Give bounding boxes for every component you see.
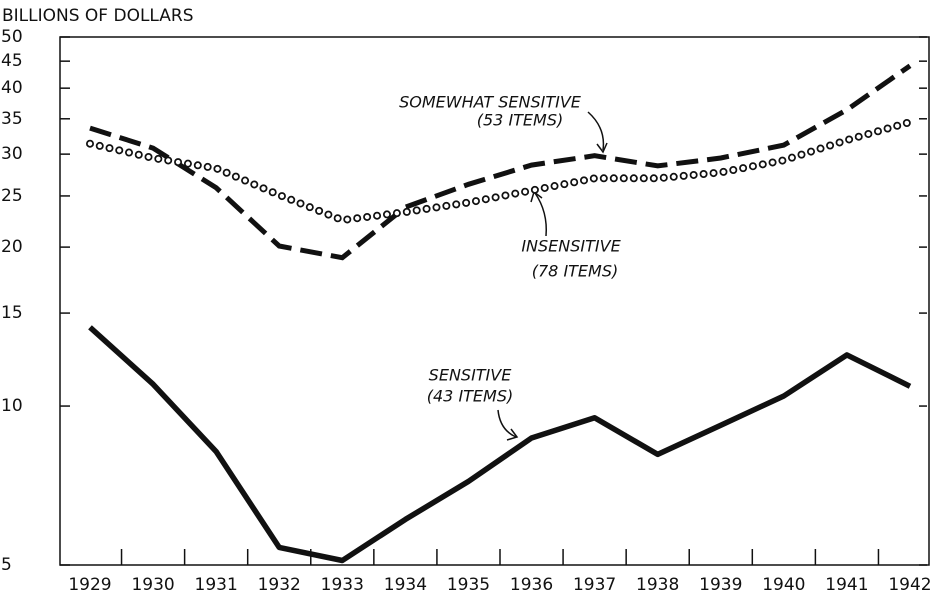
series-line bbox=[88, 325, 912, 564]
x-tick-label: 1936 bbox=[510, 575, 553, 595]
series-line bbox=[89, 63, 912, 261]
series-label: SOMEWHAT SENSITIVE bbox=[399, 93, 582, 112]
arrows bbox=[497, 111, 608, 441]
y-tick-label: 30 bbox=[1, 144, 23, 164]
y-tick-label: 15 bbox=[1, 303, 23, 323]
x-tick-label: 1935 bbox=[447, 575, 490, 595]
series-label: INSENSITIVE bbox=[521, 237, 621, 256]
plot-frame bbox=[59, 36, 930, 566]
x-tick-label: 1941 bbox=[825, 575, 868, 595]
x-tick-label: 1942 bbox=[888, 575, 931, 595]
arrow-head bbox=[596, 142, 608, 154]
y-tick-label: 5 bbox=[1, 555, 12, 575]
series-line bbox=[86, 118, 914, 225]
x-tick-label: 1929 bbox=[68, 575, 111, 595]
x-tick-label: 1940 bbox=[762, 575, 805, 595]
series-label: SENSITIVE bbox=[429, 366, 513, 385]
x-tick-label: 1931 bbox=[195, 575, 238, 595]
series-line bbox=[87, 119, 913, 223]
y-tick-label: 20 bbox=[1, 237, 23, 257]
x-tick-label: 1938 bbox=[636, 575, 679, 595]
y-tick-label: 45 bbox=[1, 51, 23, 71]
series-note: (78 ITEMS) bbox=[532, 262, 619, 281]
arrow bbox=[534, 192, 548, 237]
series-note: (43 ITEMS) bbox=[427, 387, 514, 406]
y-axis-label: BILLIONS OF DOLLARS bbox=[2, 6, 194, 26]
x-tick-label: 1937 bbox=[573, 575, 616, 595]
x-tick-label: 1933 bbox=[321, 575, 364, 595]
y-tick-label: 35 bbox=[1, 109, 23, 129]
y-tick-label: 10 bbox=[1, 396, 23, 416]
x-tick-label: 1934 bbox=[384, 575, 427, 595]
arrow-head bbox=[506, 428, 519, 441]
x-tick-label: 1939 bbox=[699, 575, 742, 595]
arrow bbox=[587, 111, 605, 151]
arrow bbox=[497, 409, 517, 438]
x-tick-label: 1930 bbox=[131, 575, 174, 595]
series-note: (53 ITEMS) bbox=[477, 111, 564, 130]
y-tick-label: 50 bbox=[1, 27, 23, 47]
y-tick-label: 40 bbox=[1, 78, 23, 98]
x-tick-label: 1932 bbox=[258, 575, 301, 595]
y-tick-label: 25 bbox=[1, 186, 23, 206]
